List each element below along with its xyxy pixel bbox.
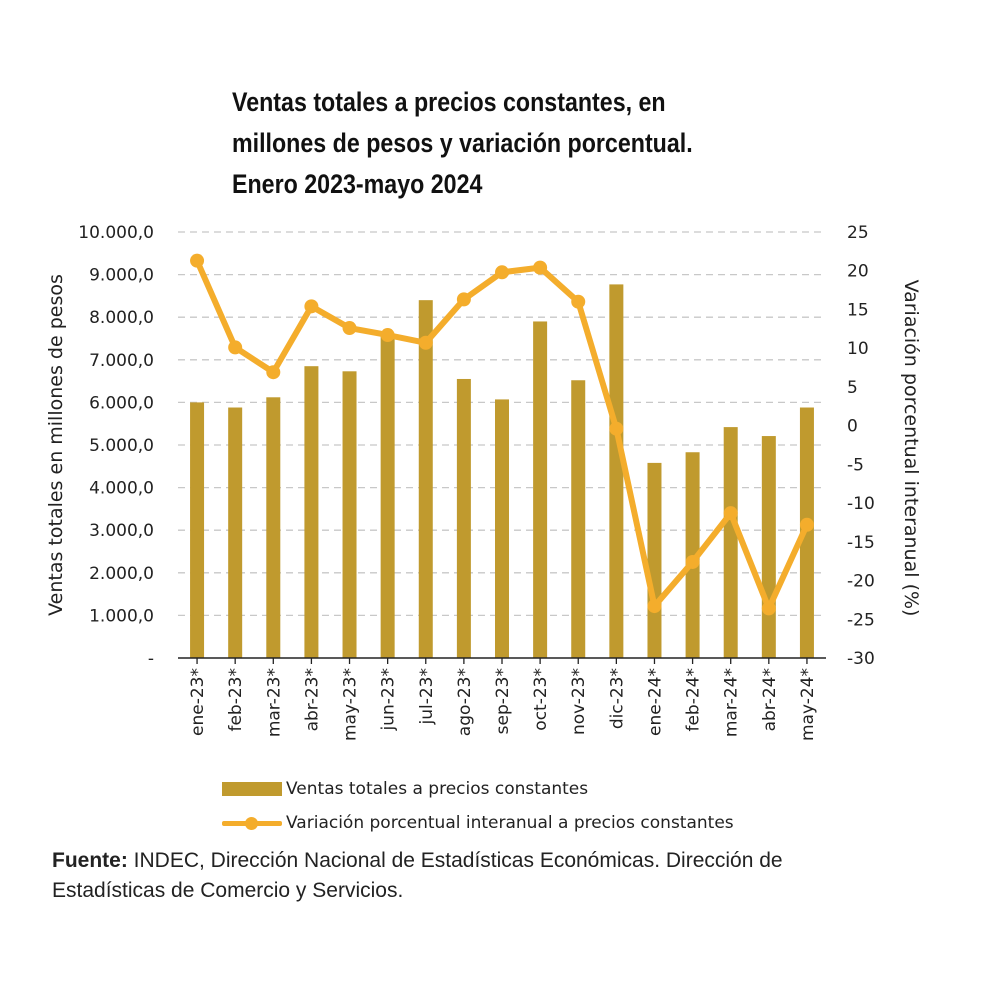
x-tick-label: sep-23* <box>493 668 513 734</box>
x-tick-label: may-24* <box>798 668 818 741</box>
line-point <box>533 260 548 275</box>
bar <box>418 300 433 658</box>
x-tick-label: feb-23* <box>226 668 246 732</box>
y2-tick-label: -25 <box>847 610 875 630</box>
x-tick-label: may-23* <box>341 668 361 741</box>
legend-line-swatch <box>222 816 282 830</box>
x-axis-ticks: ene-23* feb-23* mar-23* abr-23* may-23* jun-2… <box>188 658 818 741</box>
legend-item-bars: Ventas totales a precios constantes <box>222 772 734 806</box>
bar <box>647 462 662 658</box>
x-tick-label: dic-23* <box>607 668 627 729</box>
y-axis-ticks: - 1.000,0 2.000,0 3.000,0 4.000,0 5.000,0 6.00… <box>78 223 154 669</box>
bar <box>190 402 205 658</box>
y-tick-label: 2.000,0 <box>89 564 154 584</box>
y-tick-label: 7.000,0 <box>89 351 154 371</box>
legend-line-label: Variación porcentual interanual a precio… <box>286 813 734 833</box>
line-series <box>190 253 814 616</box>
y-tick-label: - <box>148 649 154 669</box>
source-note: Fuente: INDEC, Dirección Nacional de Est… <box>52 846 842 906</box>
bar <box>609 284 624 658</box>
y2-tick-label: -10 <box>847 494 875 514</box>
legend: Ventas totales a precios constantes Vari… <box>222 772 734 840</box>
bar <box>456 378 471 658</box>
bar <box>495 399 509 658</box>
line-point <box>380 328 395 343</box>
line-point <box>304 299 319 314</box>
bar <box>304 366 319 658</box>
y2-axis-label: Variación porcentual interanual (%) <box>900 280 922 617</box>
line-point <box>799 517 814 532</box>
bar-series <box>190 284 814 658</box>
line-point <box>495 265 509 280</box>
x-tick-label: ene-23* <box>188 668 208 736</box>
y-tick-label: 5.000,0 <box>89 436 154 456</box>
y2-tick-label: 15 <box>847 300 869 320</box>
line-point <box>647 599 662 614</box>
chart-title-line-3: Enero 2023-mayo 2024 <box>232 169 483 199</box>
y-tick-label: 6.000,0 <box>89 393 154 413</box>
y2-tick-label: -15 <box>847 533 875 553</box>
line-point <box>456 292 471 307</box>
x-tick-label: mar-24* <box>722 668 742 737</box>
chart-title-line-1: Ventas totales a precios constantes, en <box>232 87 666 117</box>
bar <box>380 334 395 658</box>
y-tick-label: 3.000,0 <box>89 521 154 541</box>
line-point <box>418 335 433 350</box>
line-point <box>190 253 205 268</box>
bar <box>799 407 814 658</box>
chart-title-line-2: millones de pesos y variación porcentual… <box>232 128 693 158</box>
legend-bar-label: Ventas totales a precios constantes <box>286 779 589 799</box>
bar <box>342 371 357 658</box>
x-tick-label: feb-24* <box>684 668 704 732</box>
line-point <box>266 365 281 380</box>
y-tick-label: 4.000,0 <box>89 479 154 499</box>
y2-tick-label: 20 <box>847 262 869 282</box>
source-label: Fuente: <box>52 849 128 872</box>
line-point <box>685 554 700 569</box>
y2-tick-label: 5 <box>847 378 858 398</box>
x-tick-label: nov-23* <box>569 668 589 735</box>
bar <box>228 407 243 658</box>
line-point <box>342 321 357 336</box>
y-axis-label: Ventas totales en millones de pesos <box>45 274 67 616</box>
line-point <box>228 340 243 355</box>
y-tick-label: 1.000,0 <box>89 606 154 626</box>
x-tick-label: abr-24* <box>760 668 780 731</box>
y-tick-label: 10.000,0 <box>78 223 154 243</box>
y2-tick-label: -5 <box>847 455 864 475</box>
bar <box>761 436 776 658</box>
bar <box>571 380 586 658</box>
y2-tick-label: -20 <box>847 572 875 592</box>
bar <box>723 427 738 658</box>
y-tick-label: 8.000,0 <box>89 308 154 328</box>
legend-item-line: Variación porcentual interanual a precio… <box>222 806 734 840</box>
chart-title: Ventas totales a precios constantes, en … <box>232 82 765 205</box>
line-point <box>723 506 738 521</box>
x-tick-label: jul-23* <box>417 668 437 726</box>
legend-bar-swatch <box>222 782 282 796</box>
y2-tick-label: 25 <box>847 223 869 243</box>
y-tick-label: 9.000,0 <box>89 266 154 286</box>
bar <box>533 321 548 658</box>
y2-tick-label: 0 <box>847 417 858 437</box>
y2-tick-label: 10 <box>847 339 869 359</box>
y2-tick-label: -30 <box>847 649 875 669</box>
source-text: INDEC, Dirección Nacional de Estadística… <box>52 849 783 902</box>
x-tick-label: ago-23* <box>455 668 475 736</box>
x-tick-label: abr-23* <box>302 668 322 731</box>
y2-axis-ticks: -30 -25 -20 -15 -10 -5 0 5 10 15 20 25 <box>847 223 875 669</box>
bar <box>266 397 281 658</box>
x-tick-label: oct-23* <box>531 668 551 731</box>
x-tick-label: mar-23* <box>264 668 284 737</box>
line-point <box>609 421 624 436</box>
combo-chart: - 1.000,0 2.000,0 3.000,0 4.000,0 5.000,0 6.00… <box>45 223 922 741</box>
x-tick-label: ene-24* <box>645 668 665 736</box>
x-tick-label: jun-23* <box>379 668 399 732</box>
line-point <box>571 294 586 309</box>
line-point <box>761 601 776 616</box>
